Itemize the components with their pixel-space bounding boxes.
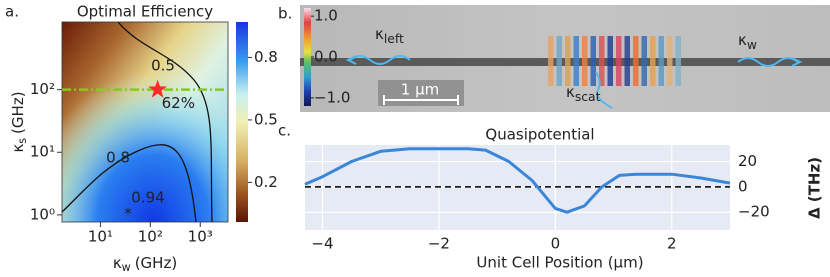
contour-line	[61, 144, 197, 223]
subscript: left	[384, 32, 404, 46]
x-tick-label: −2	[428, 235, 450, 253]
arrow	[349, 55, 411, 65]
contour-label: 0.5	[151, 57, 175, 75]
symbol: κ	[375, 25, 384, 43]
field-stripe	[624, 36, 630, 86]
field-stripe	[565, 36, 571, 86]
axis-label: κleft	[375, 25, 404, 46]
chart-title: Quasipotential	[485, 126, 594, 144]
y-tick-label: 10¹	[30, 143, 55, 161]
field-stripe	[582, 36, 588, 86]
subscript: scat	[575, 90, 601, 104]
field-stripe	[675, 36, 681, 86]
scale-bar-box	[378, 80, 464, 106]
arrow	[791, 57, 803, 67]
y-tick-label: −20	[738, 203, 770, 221]
field-stripe	[633, 36, 639, 86]
symbol: κ	[113, 254, 122, 272]
plot-frame	[61, 21, 229, 223]
marker-label: 62%	[162, 94, 195, 112]
y-tick-label: 10²	[30, 80, 55, 98]
contour-label: 0.94	[131, 189, 164, 207]
panel-label: b.	[278, 5, 292, 23]
field-stripe	[616, 36, 622, 86]
field-stripe	[556, 36, 562, 86]
colorbar-tick-label: 0.2	[254, 173, 278, 191]
field-stripe	[650, 36, 656, 86]
unit: (GHz)	[9, 91, 27, 133]
colorbar-tick-label: 0.0	[314, 48, 338, 66]
colorbar-tick-label: 0.8	[254, 48, 278, 66]
axis-label: κw (GHz)	[113, 254, 177, 275]
x-tick-label: 10²	[138, 228, 163, 246]
arrow	[595, 71, 613, 109]
peak-symbol: *	[124, 205, 132, 223]
field-stripe	[599, 36, 605, 86]
field-stripe	[573, 36, 579, 86]
symbol: κ	[9, 144, 27, 153]
subscript: w	[747, 38, 757, 52]
marker	[148, 79, 168, 98]
field-stripe	[658, 36, 664, 86]
line-series	[304, 147, 731, 214]
colorbar-tick-label: 0.5	[254, 110, 278, 128]
symbol: κ	[566, 83, 575, 101]
x-tick-label: −4	[311, 235, 333, 253]
arrow	[345, 55, 357, 65]
field-stripe	[590, 36, 596, 86]
field-pattern	[548, 36, 681, 86]
field-stripe	[607, 36, 613, 86]
y-tick-label: 0	[738, 177, 748, 195]
unit: (GHz)	[135, 254, 177, 272]
field-stripe	[641, 36, 647, 86]
field-stripe	[667, 36, 673, 86]
axis-label: κscat	[566, 83, 601, 104]
field-stripe	[548, 36, 554, 86]
y-tick-label: 10⁰	[30, 205, 55, 223]
x-tick-label: 10¹	[88, 228, 113, 246]
axis-label: κw	[738, 31, 757, 52]
y-tick-label: 20	[738, 152, 757, 170]
colorbar	[236, 22, 248, 222]
colorbar	[304, 8, 311, 106]
subscript: w	[122, 261, 131, 274]
colorbar-tick-label: 1.0	[314, 7, 338, 25]
axis-label: κs (GHz)	[9, 91, 30, 152]
chart-title: Optimal Efficiency	[77, 3, 213, 21]
contour-line	[117, 21, 213, 223]
symbol: κ	[738, 31, 747, 49]
panel-label: c.	[278, 122, 291, 140]
contour-label: 0.8	[106, 149, 130, 167]
x-tick-label: 2	[667, 235, 677, 253]
subscript: s	[16, 138, 29, 144]
x-tick-label: 10³	[188, 228, 213, 246]
y-axis-label: Δ (THz)	[806, 157, 824, 219]
panel-label: a.	[5, 3, 19, 21]
scale-bar-label: 1 μm	[401, 81, 439, 99]
x-tick-label: 0	[551, 235, 561, 253]
arrow	[737, 57, 799, 67]
x-axis-label: Unit Cell Position (μm)	[476, 254, 643, 272]
colorbar-tick-label: −1.0	[314, 88, 350, 106]
heatmap-surface	[62, 22, 228, 222]
